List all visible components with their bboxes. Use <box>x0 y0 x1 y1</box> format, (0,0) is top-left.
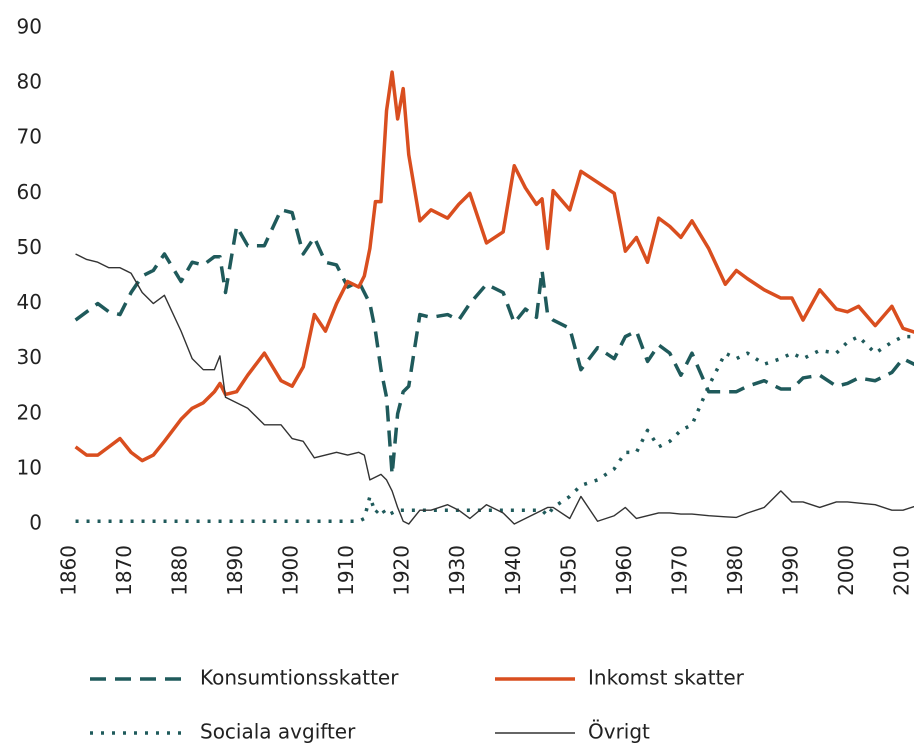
x-tick-label: 1860 <box>57 545 81 596</box>
y-tick-label: 0 <box>29 511 42 535</box>
legend-label: Inkomst skatter <box>588 666 745 690</box>
y-tick-label: 90 <box>17 15 42 39</box>
x-tick-label: 2010 <box>890 545 914 596</box>
x-tick-label: 1910 <box>334 545 358 596</box>
y-tick-label: 50 <box>17 235 42 259</box>
x-tick-label: 1960 <box>612 545 636 596</box>
series-line <box>75 334 914 523</box>
x-tick-label: 1900 <box>279 545 303 596</box>
legend-label: Konsumtionsskatter <box>200 666 399 690</box>
x-tick-label: 1990 <box>778 545 802 596</box>
y-tick-label: 40 <box>17 290 42 314</box>
x-tick-label: 1920 <box>390 545 414 596</box>
x-tick-label: 1880 <box>168 545 192 596</box>
x-tick-label: 1930 <box>445 545 469 596</box>
legend-label: Sociala avgifter <box>200 720 356 744</box>
x-tick-label: 1980 <box>723 545 747 596</box>
y-tick-label: 80 <box>17 70 42 94</box>
x-tick-label: 1870 <box>112 545 136 596</box>
y-tick-label: 30 <box>17 345 42 369</box>
y-tick-label: 70 <box>17 125 42 149</box>
x-tick-label: 2000 <box>834 545 858 596</box>
x-tick-label: 1890 <box>223 545 247 596</box>
x-tick-label: 1970 <box>667 545 691 596</box>
x-tick-label: 1940 <box>501 545 525 596</box>
y-tick-label: 10 <box>17 455 42 479</box>
y-tick-label: 20 <box>17 400 42 424</box>
y-tick-label: 60 <box>17 180 42 204</box>
x-tick-label: 1950 <box>556 545 580 596</box>
series-line <box>74 70 914 463</box>
series-line <box>75 253 914 525</box>
legend-label: Övrigt <box>588 720 650 744</box>
series-line <box>74 208 914 477</box>
